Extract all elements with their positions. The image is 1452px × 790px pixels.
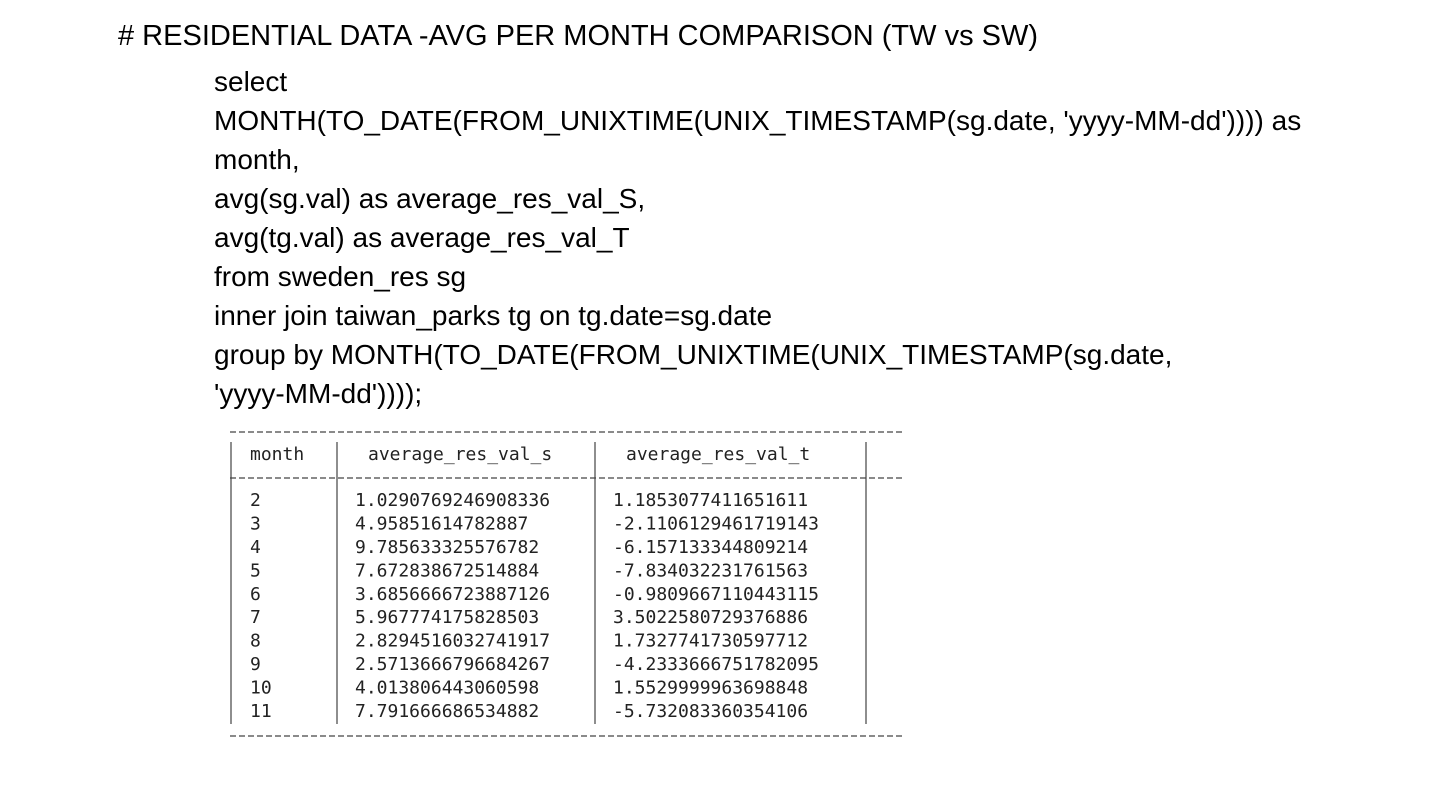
table-cell: 9	[250, 654, 261, 675]
table-cell: 4.95851614782887	[355, 513, 528, 534]
table-cell: 3.5022580729376886	[613, 607, 808, 628]
query-line: inner join taiwan_parks tg on tg.date=sg…	[214, 300, 773, 331]
query-line: 'yyyy-MM-dd'))));	[214, 378, 423, 409]
table-cell: 1.1853077411651611	[613, 490, 808, 511]
header-cell: average_res_val_s	[368, 444, 552, 465]
table-cell: 7	[250, 607, 261, 628]
table-cell: -0.9809667110443115	[613, 584, 819, 605]
query-line: avg(tg.val) as average_res_val_T	[214, 222, 630, 253]
table-cell: -6.157133344809214	[613, 537, 808, 558]
table-cell: 1.7327741730597712	[613, 631, 808, 652]
table-cell: 2	[250, 490, 261, 511]
table-cell: 3.6856666723887126	[355, 584, 550, 605]
query-line: month,	[214, 144, 300, 175]
table-cell: 6	[250, 584, 261, 605]
query-line: avg(sg.val) as average_res_val_S,	[214, 183, 646, 214]
query-line: group by MONTH(TO_DATE(FROM_UNIXTIME(UNI…	[214, 339, 1173, 370]
table-cell: -4.2333666751782095	[613, 654, 819, 675]
table-cell: 2.8294516032741917	[355, 631, 550, 652]
heading: # RESIDENTIAL DATA -AVG PER MONTH COMPAR…	[118, 20, 1038, 52]
query-line: select	[214, 66, 288, 97]
table-cell: 9.785633325576782	[355, 537, 539, 558]
header-cell: average_res_val_t	[626, 444, 810, 465]
table-cell: 8	[250, 631, 261, 652]
query-line: MONTH(TO_DATE(FROM_UNIXTIME(UNIX_TIMESTA…	[214, 105, 1302, 136]
table-cell: 2.5713666796684267	[355, 654, 550, 675]
table-cell: 4.013806443060598	[355, 678, 539, 699]
query-line: from sweden_res sg	[214, 261, 467, 292]
table-cell: -7.834032231761563	[613, 560, 808, 581]
table-cell: -5.732083360354106	[613, 701, 808, 722]
table-cell: 11	[250, 701, 272, 722]
sql-query: select MONTH(TO_DATE(FROM_UNIXTIME(UNIX_T…	[214, 62, 1301, 413]
table-cell: 4	[250, 537, 261, 558]
header-cell: month	[250, 444, 304, 465]
table-cell: 3	[250, 513, 261, 534]
table-cell: 1.5529999963698848	[613, 678, 808, 699]
table-cell: 7.791666686534882	[355, 701, 539, 722]
table-cell: 7.672838672514884	[355, 560, 539, 581]
table-cell: 5.967774175828503	[355, 607, 539, 628]
table-cell: 10	[250, 678, 272, 699]
table-cell: 1.0290769246908336	[355, 490, 550, 511]
table-cell: 5	[250, 560, 261, 581]
table-cell: -2.1106129461719143	[613, 513, 819, 534]
